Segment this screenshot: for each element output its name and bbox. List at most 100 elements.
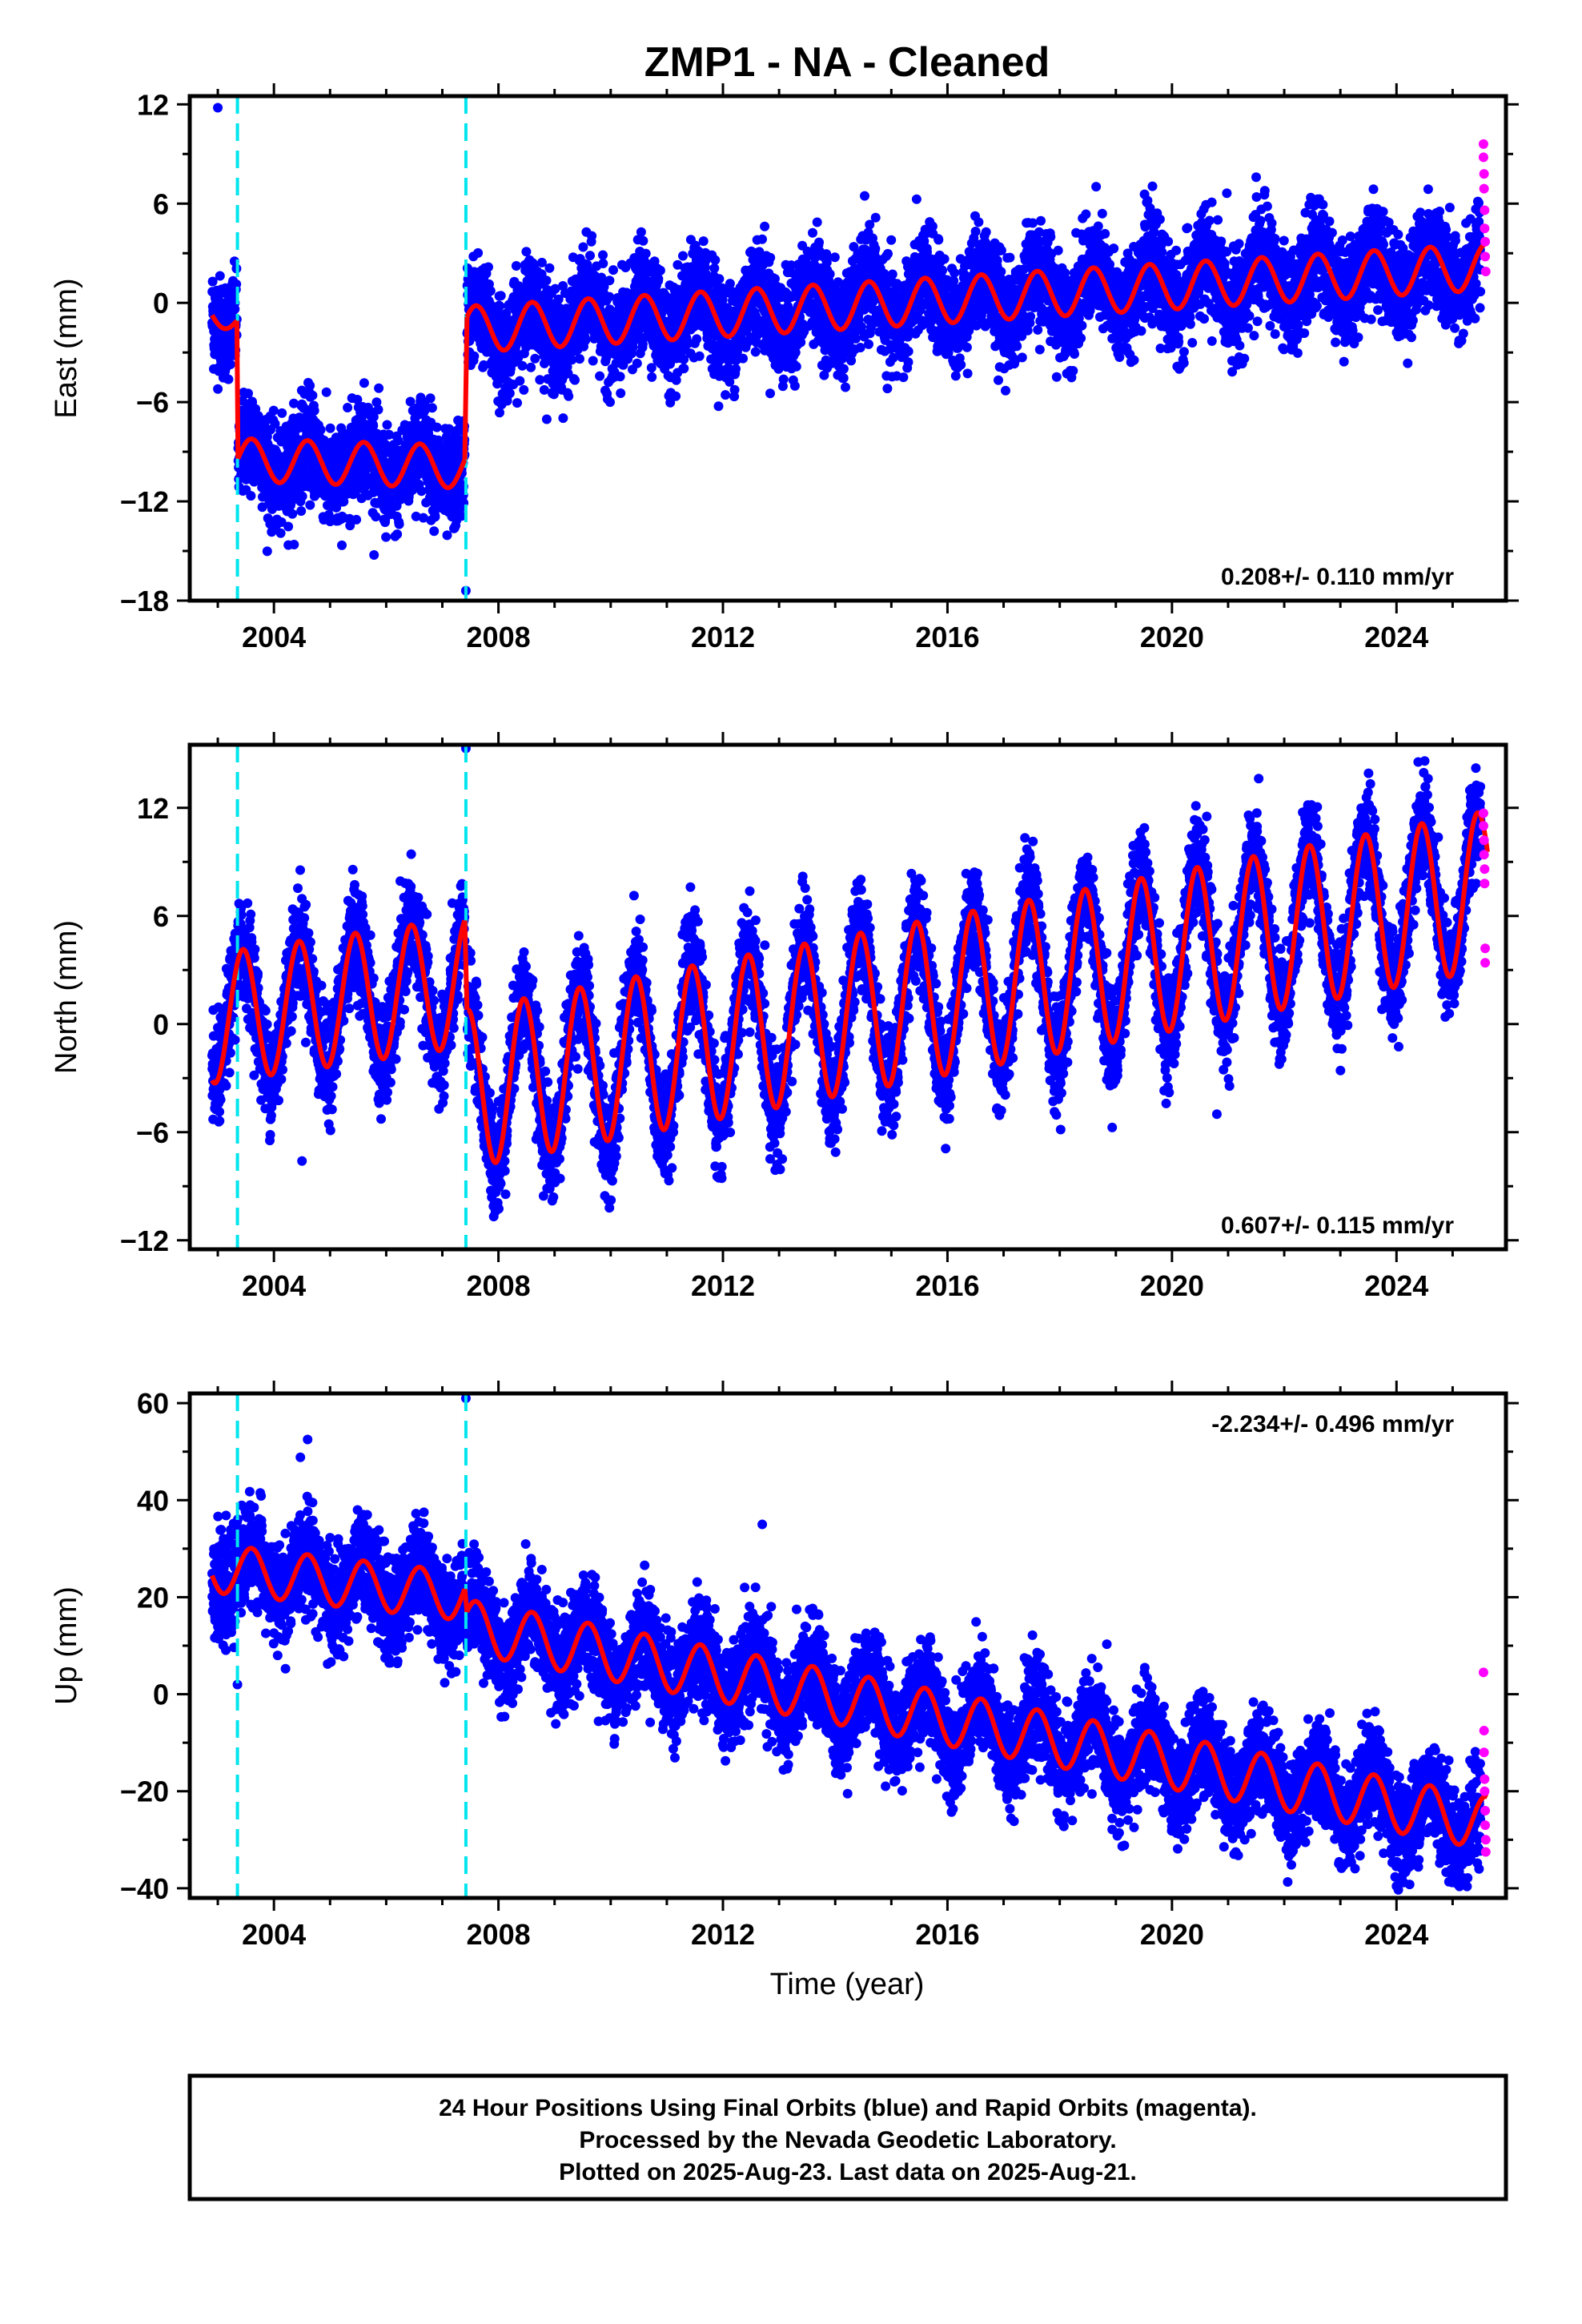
final-orbit-point [392, 529, 403, 540]
final-orbit-point [485, 286, 496, 296]
final-orbit-point [213, 384, 223, 394]
final-orbit-point [473, 247, 484, 258]
final-orbit-point [315, 424, 326, 435]
final-orbit-point [883, 248, 893, 259]
final-orbit-point [587, 231, 597, 241]
final-orbit-point [616, 388, 626, 398]
final-orbit-point [345, 521, 355, 531]
final-orbit-point [838, 373, 849, 384]
final-orbit-point [721, 390, 731, 400]
final-orbit-point [408, 485, 418, 495]
final-orbit-point [469, 351, 480, 361]
final-orbit-point [515, 376, 525, 386]
final-orbit-point [671, 391, 681, 401]
final-orbit-point [938, 265, 948, 275]
final-orbit-point [825, 269, 835, 279]
final-orbit-point [416, 486, 427, 497]
final-orbit-point [321, 387, 331, 397]
final-orbit-point [812, 217, 822, 227]
final-orbit-point [526, 362, 536, 372]
final-orbit-point [381, 532, 391, 542]
final-orbit-point [911, 194, 921, 204]
final-orbit-point [405, 396, 416, 407]
final-orbit-point [898, 372, 909, 383]
final-orbit-point [713, 401, 724, 412]
final-orbit-point [484, 262, 493, 272]
final-orbit-point [638, 235, 648, 246]
final-orbit-point [636, 227, 646, 237]
final-orbit-point [855, 343, 865, 352]
final-orbit-point [530, 353, 540, 364]
final-orbit-point [517, 360, 528, 371]
final-orbit-point [207, 276, 218, 287]
final-orbit-point [950, 371, 961, 381]
final-orbit-point [418, 513, 428, 523]
final-orbit-point [694, 351, 705, 361]
final-orbit-point [679, 364, 689, 374]
final-orbit-point [504, 388, 515, 399]
final-orbit-point [778, 374, 789, 384]
final-orbit-point [887, 269, 897, 279]
final-orbit-point [544, 263, 555, 273]
final-orbit-point [430, 512, 440, 522]
final-orbit-point [974, 217, 984, 227]
final-orbit-point [246, 491, 256, 501]
final-orbit-point [578, 242, 588, 252]
final-orbit-point [632, 358, 642, 368]
final-orbit-point [456, 511, 467, 521]
east-panel: 2004 2008 2012 2016 2020 20241260−6−12−18East… [50, 83, 1519, 653]
final-orbit-point [373, 404, 383, 415]
final-orbit-point [731, 364, 741, 374]
final-orbit-point [495, 408, 504, 418]
final-orbit-point [511, 261, 521, 271]
final-orbit-point [325, 423, 335, 433]
final-orbit-point [962, 342, 972, 352]
final-orbit-point [934, 235, 944, 245]
final-orbit-point [714, 274, 725, 284]
final-orbit-point [309, 405, 319, 416]
east-final-points [207, 181, 1486, 560]
final-orbit-point [276, 517, 287, 527]
final-orbit-point [425, 393, 436, 404]
final-orbit-point [352, 395, 363, 404]
final-orbit-point [339, 497, 349, 507]
final-orbit-point [580, 336, 591, 346]
final-orbit-point [653, 274, 664, 284]
final-orbit-point [296, 506, 307, 517]
final-orbit-point [289, 540, 299, 549]
final-orbit-point [595, 371, 605, 381]
final-orbit-point [368, 412, 379, 422]
final-orbit-point [427, 403, 437, 413]
final-orbit-point [382, 420, 392, 430]
final-orbit-point [970, 227, 981, 236]
final-orbit-point [433, 435, 444, 445]
final-orbit-point [336, 423, 347, 433]
final-orbit-point [692, 334, 702, 344]
final-orbit-point [791, 361, 801, 372]
final-orbit-point [541, 275, 552, 286]
final-orbit-point [432, 422, 442, 432]
final-orbit-point [750, 347, 761, 357]
final-orbit-point [814, 237, 824, 247]
final-orbit-point [738, 353, 748, 364]
final-orbit-point [765, 252, 776, 263]
final-orbit-point [838, 364, 849, 374]
final-orbit-point [442, 530, 452, 541]
final-orbit-point [501, 308, 512, 319]
east-plot-area [207, 96, 1491, 601]
final-orbit-point [710, 255, 721, 265]
final-orbit-point [841, 382, 850, 392]
final-orbit-point [829, 252, 840, 263]
final-orbit-point [864, 339, 873, 349]
final-orbit-point [539, 384, 549, 395]
final-orbit-point [698, 236, 709, 247]
final-orbit-point [598, 259, 608, 268]
final-orbit-point [647, 372, 657, 382]
final-orbit-point [640, 248, 651, 259]
final-orbit-point [374, 383, 384, 393]
final-orbit-point [429, 526, 440, 537]
final-orbit-point [343, 403, 353, 412]
final-orbit-point [262, 546, 272, 557]
final-orbit-point [496, 291, 506, 301]
